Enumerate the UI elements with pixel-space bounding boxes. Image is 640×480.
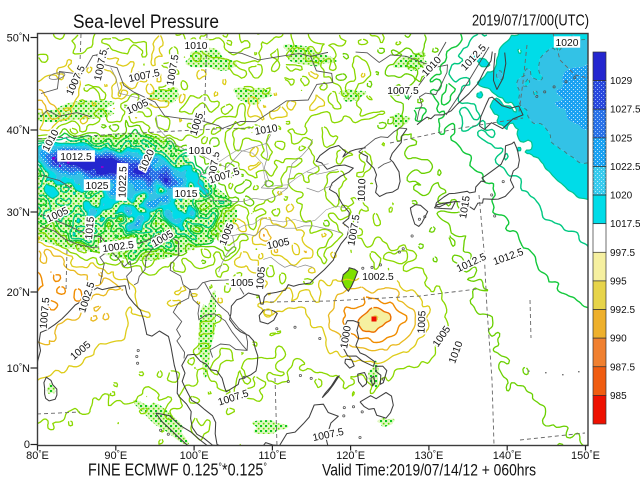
svg-text:130°E: 130°E — [414, 449, 443, 462]
svg-text:1025: 1025 — [86, 181, 109, 192]
svg-text:995: 995 — [610, 276, 627, 287]
svg-text:Valid Time:2019/07/14/12 + 060: Valid Time:2019/07/14/12 + 060hrs — [322, 461, 536, 480]
svg-text:20°N: 20°N — [7, 286, 30, 299]
svg-text:1005: 1005 — [416, 310, 428, 334]
svg-text:992.5: 992.5 — [610, 305, 635, 316]
svg-text:40°N: 40°N — [7, 124, 30, 137]
svg-text:1020: 1020 — [610, 191, 633, 202]
svg-text:1025: 1025 — [610, 133, 633, 144]
svg-text:50°N: 50°N — [7, 32, 30, 45]
svg-text:987.5: 987.5 — [610, 362, 635, 373]
svg-text:997.5: 997.5 — [610, 248, 635, 259]
svg-text:1005: 1005 — [255, 266, 268, 290]
svg-text:1010: 1010 — [357, 178, 369, 202]
svg-text:1029: 1029 — [610, 76, 633, 87]
svg-text:1022.5: 1022.5 — [117, 166, 129, 198]
svg-text:1020: 1020 — [556, 38, 579, 49]
svg-text:FINE ECMWF 0.125°*0.125°: FINE ECMWF 0.125°*0.125° — [88, 460, 267, 480]
svg-text:1002.5: 1002.5 — [362, 272, 394, 283]
svg-text:1010: 1010 — [185, 41, 208, 52]
svg-text:80°E: 80°E — [26, 449, 49, 462]
svg-text:Sea-level Pressure: Sea-level Pressure — [73, 11, 219, 33]
svg-text:30°N: 30°N — [7, 206, 30, 219]
svg-text:1015: 1015 — [175, 189, 198, 200]
svg-text:1017.5: 1017.5 — [610, 219, 640, 230]
svg-text:100°E: 100°E — [180, 449, 209, 462]
svg-text:140°E: 140°E — [493, 449, 522, 462]
svg-text:90°E: 90°E — [104, 449, 127, 462]
svg-text:1022.5: 1022.5 — [610, 162, 640, 173]
svg-text:150°E: 150°E — [571, 449, 600, 462]
svg-text:10°N: 10°N — [7, 362, 30, 375]
svg-text:985: 985 — [610, 391, 627, 402]
svg-text:1005: 1005 — [231, 278, 254, 289]
svg-text:990: 990 — [610, 334, 627, 345]
svg-text:1007.5: 1007.5 — [39, 297, 53, 330]
svg-text:1010: 1010 — [189, 146, 212, 157]
svg-text:1027.5: 1027.5 — [610, 105, 640, 116]
svg-text:1007.5: 1007.5 — [387, 86, 419, 97]
svg-text:0: 0 — [24, 439, 30, 451]
svg-text:110°E: 110°E — [258, 449, 286, 462]
svg-text:120°E: 120°E — [336, 449, 365, 462]
svg-text:2019/07/17/00(UTC): 2019/07/17/00(UTC) — [472, 13, 589, 30]
svg-text:1002.5: 1002.5 — [102, 240, 135, 255]
svg-text:1015: 1015 — [84, 216, 97, 240]
svg-text:1012.5: 1012.5 — [60, 152, 92, 163]
